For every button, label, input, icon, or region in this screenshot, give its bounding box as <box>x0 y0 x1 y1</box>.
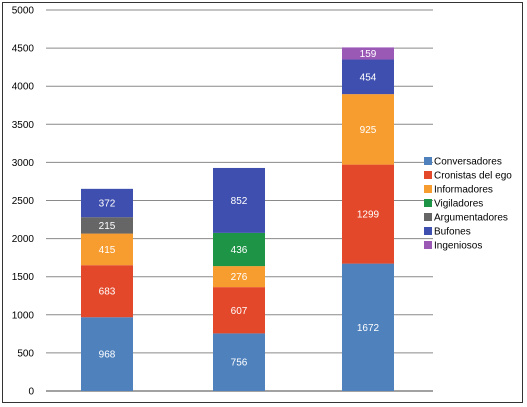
bar-segment <box>81 217 133 234</box>
bar-segment <box>342 59 394 95</box>
bar-segment <box>81 317 133 391</box>
data-label: 436 <box>231 245 248 256</box>
legend-entry: Cronistas del ego <box>434 171 512 182</box>
y-tick-label: 1500 <box>12 272 35 283</box>
data-label: 454 <box>360 72 377 83</box>
stacked-bar-chart: 0 500 1000 1500 2000 2500 3000 3500 4000 4500 5000… <box>12 6 513 398</box>
data-label: 756 <box>231 358 248 369</box>
data-label: 1672 <box>357 323 380 334</box>
bars <box>81 47 394 391</box>
bar-segment <box>81 265 133 318</box>
data-label: 968 <box>99 350 116 361</box>
legend-entry: Ingeniosos <box>434 241 482 252</box>
legend-entry: Conversadores <box>434 157 502 168</box>
bar-segment <box>342 47 394 60</box>
data-label: 852 <box>231 196 248 207</box>
data-label: 925 <box>360 125 377 136</box>
bar-segment <box>213 287 265 334</box>
data-label: 159 <box>360 49 377 60</box>
bar-segment <box>213 232 265 267</box>
legend-entry: Bufones <box>434 227 471 238</box>
legend-entry: Vigiladores <box>434 199 483 210</box>
legend-swatch <box>424 227 432 235</box>
legend-swatch <box>424 199 432 207</box>
data-label: 683 <box>99 287 116 298</box>
legend-entry: Informadores <box>434 185 493 196</box>
y-tick-label: 4000 <box>12 82 35 93</box>
chart-frame: 0 500 1000 1500 2000 2500 3000 3500 4000 4500 5000… <box>2 2 523 403</box>
y-tick-label: 1000 <box>12 310 35 321</box>
y-tick-label: 2000 <box>12 234 35 245</box>
data-label: 372 <box>99 199 116 210</box>
data-label: 215 <box>99 221 116 232</box>
data-label: 276 <box>231 272 248 283</box>
y-tick-label: 3500 <box>12 120 35 131</box>
data-label: 415 <box>99 245 116 256</box>
bar-segment <box>213 333 265 391</box>
bar-segment <box>342 94 394 165</box>
data-label: 1299 <box>357 210 380 221</box>
y-tick-label: 3000 <box>12 158 35 169</box>
legend-entry: Argumentadores <box>434 213 508 224</box>
bar-segment <box>81 188 133 218</box>
data-labels: 968 683 415 215 372 756 607 276 436 852 1672 1299 92… <box>99 49 380 369</box>
bar-segment <box>342 164 394 264</box>
bar-segment <box>342 263 394 391</box>
legend-swatch <box>424 185 432 193</box>
legend-swatch <box>424 157 432 165</box>
y-axis-ticks: 0 500 1000 1500 2000 2500 3000 3500 4000 4500 5000 <box>12 6 35 398</box>
bar-segment <box>81 233 133 266</box>
bar-segment <box>213 167 265 233</box>
legend-swatch <box>424 171 432 179</box>
y-tick-label: 500 <box>17 348 34 359</box>
y-tick-label: 5000 <box>12 6 35 17</box>
legend-swatch <box>424 241 432 249</box>
y-tick-label: 2500 <box>12 196 35 207</box>
data-label: 607 <box>231 306 248 317</box>
bar-segment <box>213 266 265 288</box>
legend: Conversadores Cronistas del ego Informador… <box>424 157 512 252</box>
legend-swatch <box>424 213 432 221</box>
y-tick-label: 4500 <box>12 44 35 55</box>
y-tick-label: 0 <box>28 387 34 398</box>
